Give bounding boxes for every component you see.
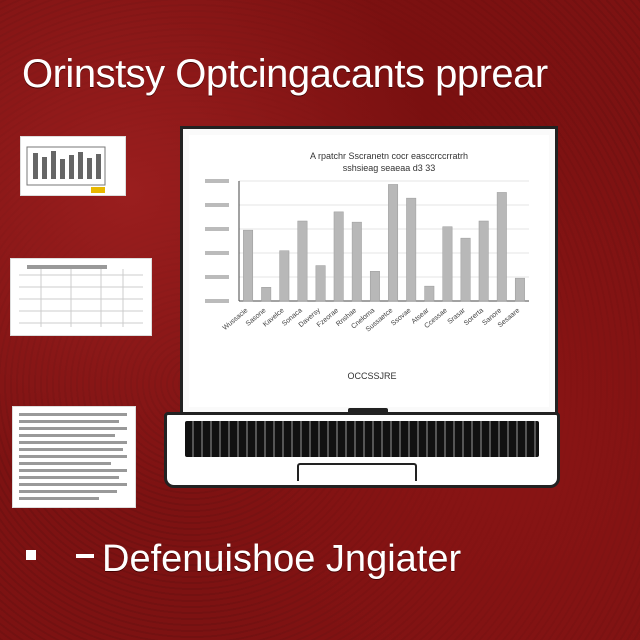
bar [315,265,326,302]
dash-icon [76,554,94,558]
bar [369,271,380,302]
x-axis-label: OCCSSJRE [347,371,397,381]
y-tick-label [205,203,229,207]
bar [460,237,471,302]
bar [351,221,362,302]
thumbnail-table [10,258,152,336]
thumbnail-chart-small [20,136,126,196]
bar [478,220,489,302]
laptop: A rpatchr Sscranetn cocr easccrccrratrh … [160,122,560,502]
laptop-keyboard-base [164,412,560,488]
bullet-square-icon [26,550,36,560]
keyboard [185,421,539,457]
bar [388,184,399,302]
bar [333,211,344,302]
laptop-hinge [348,408,388,414]
bar [279,250,290,302]
page-title: Orinstsy Optcingacants pprear [22,52,548,96]
bar [243,229,254,302]
chart-title: A rpatchr Sscranetn cocr easccrccrratrh [309,151,469,161]
x-tick-label: Ssovae [390,307,412,327]
y-tick-label [205,227,229,231]
y-tick-label [205,299,229,303]
chart-subtitle: sshsieag seaeaa d3 33 [342,163,436,173]
bar [514,277,525,302]
x-tick-label: Wussacie [222,307,250,332]
bar [297,220,308,302]
bar [496,192,507,302]
laptop-screen: A rpatchr Sscranetn cocr easccrccrratrh … [180,126,558,416]
y-tick-label [205,251,229,255]
bullet-text: Defenuishoe Jngiater [102,538,462,580]
y-tick-label [205,275,229,279]
touchpad [297,463,417,481]
chart-panel: A rpatchr Sscranetn cocr easccrccrratrh … [189,135,549,407]
bar [442,226,453,302]
bar-chart: WussacieSasoneKavelceSonacaDaversyFzeora… [205,179,529,334]
x-tick-label: Sorerta [463,307,485,327]
y-tick-label [205,179,229,183]
bar [424,285,435,302]
thumbnail-document [12,406,136,508]
bar [261,287,272,302]
bar [406,197,417,302]
